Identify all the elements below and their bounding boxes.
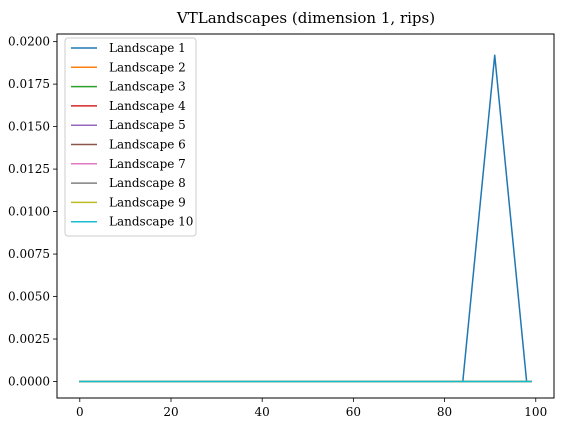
x-tick-label: 40 [255,405,270,419]
x-tick-label: 60 [346,405,361,419]
y-tick-label: 0.0150 [8,120,50,134]
legend-label: Landscape 1 [109,41,186,55]
legend-box [64,37,197,237]
y-tick-label: 0.0050 [8,290,50,304]
legend-label: Landscape 2 [109,60,186,74]
legend-label: Landscape 8 [109,176,186,190]
legend-label: Landscape 7 [109,157,186,171]
y-tick-label: 0.0075 [8,247,50,261]
legend-label: Landscape 5 [109,118,186,132]
y-tick-label: 0.0125 [8,162,50,176]
y-tick-label: 0.0175 [8,77,50,91]
legend-label: Landscape 3 [109,80,186,94]
x-tick-label: 80 [437,405,452,419]
legend-label: Landscape 9 [109,195,186,209]
y-tick-label: 0.0025 [8,332,50,346]
legend: Landscape 1 Landscape 2 Landscape 3 Landsca… [64,37,197,237]
legend-label: Landscape 4 [109,99,186,113]
legend-label: Landscape 10 [109,215,193,229]
legend-label: Landscape 6 [109,138,186,152]
x-tick-label: 100 [524,405,547,419]
x-tick-label: 20 [163,405,178,419]
y-tick-label: 0.0100 [8,205,50,219]
y-tick-label: 0.0200 [8,35,50,49]
y-tick-label: 0.0000 [8,375,50,389]
chart-title: VTLandscapes (dimension 1, rips) [176,9,435,27]
axes: 0 20 40 60 80 100 0.0000 0.0025 0.0050 0.0075 0.01… [8,35,547,419]
x-tick-label: 0 [76,405,84,419]
plot-frame [56,33,555,399]
plot-area [79,54,532,383]
